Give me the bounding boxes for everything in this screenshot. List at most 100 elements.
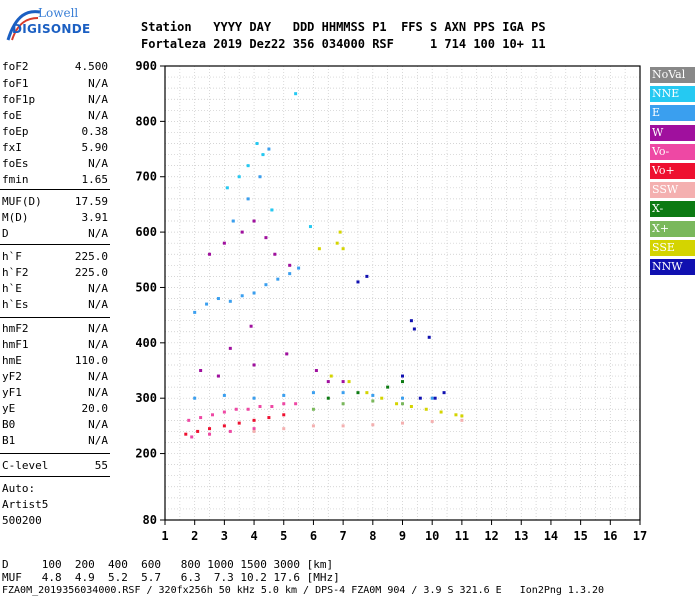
data-point — [252, 363, 256, 367]
data-point — [193, 396, 197, 400]
x-tick-label: 5 — [280, 529, 287, 543]
data-point — [311, 407, 315, 411]
x-tick-label: 8 — [369, 529, 376, 543]
data-point — [267, 147, 271, 151]
param-row: hmE 110.0 — [2, 354, 108, 369]
param-value: N/A — [88, 322, 108, 335]
data-point — [237, 421, 241, 425]
data-point — [252, 396, 256, 400]
data-point — [288, 272, 292, 276]
data-point — [401, 421, 404, 425]
param-label: yF2 — [2, 370, 22, 383]
data-point — [341, 247, 345, 251]
param-value: 225.0 — [74, 250, 108, 263]
data-point — [356, 391, 360, 395]
param-separator — [0, 317, 110, 318]
param-value: N/A — [88, 77, 108, 90]
param-value: 4.500 — [74, 60, 108, 73]
param-row: foEp 0.38 — [2, 125, 108, 140]
data-point — [401, 402, 404, 406]
legend-item: X- — [650, 201, 695, 218]
data-point — [285, 352, 289, 356]
param-value: N/A — [88, 93, 108, 106]
data-point — [282, 402, 286, 406]
data-point — [222, 424, 226, 428]
data-point — [341, 380, 345, 384]
data-point — [460, 418, 464, 422]
param-value: N/A — [88, 282, 108, 295]
y-tick-label: 500 — [135, 280, 157, 294]
data-point — [252, 219, 256, 223]
data-point — [237, 175, 241, 179]
data-point — [317, 247, 321, 251]
param-row: D N/A — [2, 227, 108, 242]
param-value: 110.0 — [74, 354, 108, 367]
param-label: h`E — [2, 282, 22, 295]
data-point — [270, 405, 274, 408]
legend-item: W — [650, 124, 695, 141]
data-point — [401, 374, 404, 378]
logo-swoosh-icon — [6, 10, 41, 41]
param-value: 20.0 — [81, 402, 109, 415]
data-point — [294, 402, 298, 406]
param-label: B0 — [2, 418, 16, 431]
param-label: fmin — [2, 173, 29, 186]
data-point — [442, 391, 446, 395]
data-point — [190, 435, 194, 439]
data-point — [267, 416, 271, 420]
data-point — [228, 346, 232, 350]
param-row: yE 20.0 — [2, 402, 108, 417]
param-value: N/A — [88, 227, 108, 240]
data-point — [258, 175, 262, 179]
data-point — [401, 380, 404, 384]
x-tick-label: 6 — [310, 529, 317, 543]
data-point — [371, 399, 375, 403]
legend-item: Vo+ — [650, 163, 695, 179]
data-point — [282, 413, 286, 417]
data-point — [264, 236, 268, 240]
param-label: foE — [2, 109, 22, 122]
data-point — [216, 374, 220, 378]
param-value: N/A — [88, 298, 108, 311]
legend-item: SSW — [650, 182, 695, 199]
data-point — [249, 324, 253, 328]
param-value: N/A — [88, 157, 108, 170]
param-value: 55 — [94, 459, 108, 472]
data-point — [240, 294, 244, 298]
data-point — [216, 297, 220, 301]
data-point — [329, 374, 333, 378]
data-point — [208, 252, 212, 256]
param-row: MUF(D) 17.59 — [2, 195, 108, 210]
digisonde-logo — [4, 6, 74, 46]
data-point — [252, 291, 256, 295]
data-point — [335, 241, 339, 245]
param-label: hmE — [2, 354, 22, 367]
param-label: M(D) — [2, 211, 29, 224]
legend-item: Vo- — [650, 143, 695, 160]
data-point — [208, 432, 212, 436]
legend-item: X+ — [650, 220, 695, 237]
data-point — [255, 142, 259, 146]
param-row: yF2 N/A — [2, 370, 108, 385]
x-tick-label: 13 — [514, 529, 528, 543]
footer-distance-row: D 100 200 400 600 800 1000 1500 3000 [km… — [2, 558, 334, 571]
data-point — [208, 427, 212, 431]
data-point — [424, 407, 428, 411]
param-row: foF1p N/A — [2, 93, 108, 108]
data-point — [228, 299, 232, 303]
param-label: h`Es — [2, 298, 29, 311]
data-point — [234, 407, 238, 411]
data-point — [439, 410, 443, 414]
y-tick-label: 700 — [135, 170, 157, 184]
data-point — [205, 302, 209, 306]
data-point — [261, 153, 265, 157]
data-point — [395, 402, 399, 406]
x-tick-label: 2 — [191, 529, 198, 543]
param-label: foF2 — [2, 60, 29, 73]
x-tick-label: 4 — [250, 529, 257, 543]
y-tick-label: 900 — [135, 59, 157, 73]
data-point — [311, 391, 315, 395]
data-point — [270, 208, 274, 212]
x-tick-label: 11 — [455, 529, 469, 543]
y-tick-label: 600 — [135, 225, 157, 239]
